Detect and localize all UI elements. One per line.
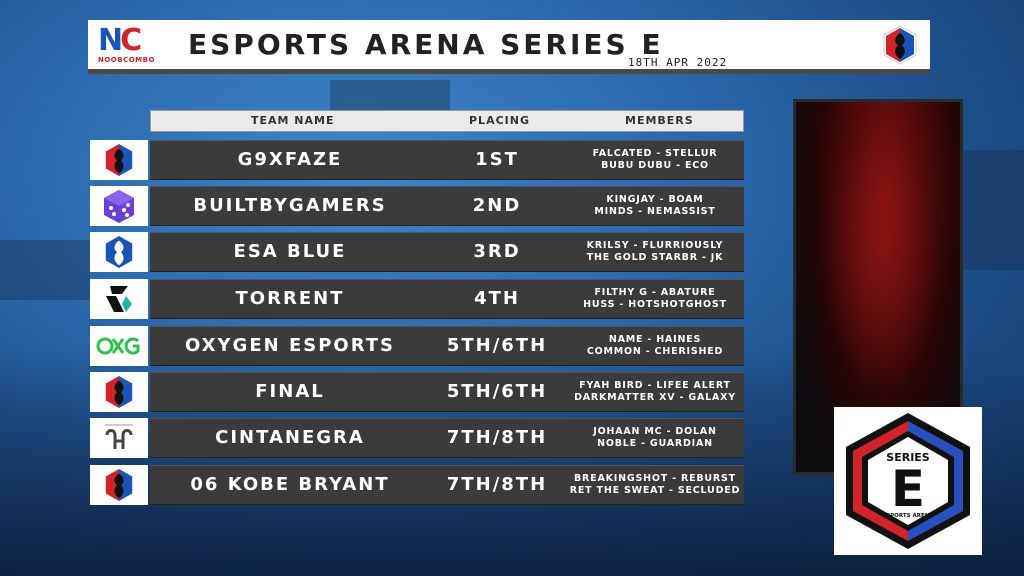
team-logo bbox=[90, 279, 148, 319]
team-name: G9XFAZE bbox=[237, 149, 343, 170]
col-placing: PLACING bbox=[469, 114, 530, 127]
team-logo bbox=[90, 465, 148, 505]
team-members: NAME - HAINES COMMON - CHERISHED bbox=[586, 334, 724, 357]
team-name: TORRENT bbox=[235, 288, 345, 309]
series-e-logo: SERIES E ESPORTS ARENA bbox=[834, 407, 982, 555]
esa-red-blue-icon bbox=[105, 468, 133, 502]
team-placing: 7TH/8TH bbox=[446, 427, 548, 448]
table-row: FINAL 5TH/6TH FYAH BIRD - LIFEE ALERT DAR… bbox=[90, 372, 744, 412]
team-logo bbox=[90, 186, 148, 226]
team-placing: 2ND bbox=[472, 195, 522, 216]
table-row: 06 KOBE BRYANT 7TH/8TH BREAKINGSHOT - RE… bbox=[90, 465, 744, 505]
esa-logo-icon bbox=[883, 25, 917, 65]
team-placing: 7TH/8TH bbox=[446, 474, 548, 495]
team-members: FALCATED - STELLUR BUBU DUBU - ECO bbox=[592, 148, 718, 171]
team-placing: 5TH/6TH bbox=[446, 381, 548, 402]
series-e-hexagon-icon: SERIES E ESPORTS ARENA bbox=[846, 413, 970, 549]
svg-text:ESPORTS ARENA: ESPORTS ARENA bbox=[882, 513, 934, 519]
team-name: OXYGEN ESPORTS bbox=[184, 335, 396, 356]
team-name: FINAL bbox=[255, 381, 325, 402]
table-row: TORRENT 4TH FILTHY G - ABATURE HUSS - HOT… bbox=[90, 279, 744, 319]
torrent-icon bbox=[106, 286, 132, 312]
team-name: 06 KOBE BRYANT bbox=[190, 474, 390, 495]
noobcombo-logo: NC NOOBCOMBO bbox=[98, 23, 155, 65]
table-row: ESA BLUE 3RD KRILSY - FLURRIOUSLY THE GOL… bbox=[90, 232, 744, 272]
team-placing: 4TH bbox=[474, 288, 520, 309]
table-row: BUILTBYGAMERS 2ND KINGJAY - BOAM MINDS - … bbox=[90, 186, 744, 226]
team-members: JOHAAN MC - DOLAN NOBLE - GUARDIAN bbox=[593, 426, 717, 449]
col-members: MEMBERS bbox=[625, 114, 694, 127]
team-logo bbox=[90, 372, 148, 412]
purple-dice-icon bbox=[104, 190, 134, 223]
esa-red-blue-icon bbox=[105, 375, 133, 409]
svg-text:SERIES: SERIES bbox=[886, 451, 930, 464]
team-members: FILTHY G - ABATURE HUSS - HOTSHOTGHOST bbox=[583, 287, 727, 310]
team-members: KINGJAY - BOAM MINDS - NEMASSIST bbox=[594, 194, 716, 217]
esa-red-blue-icon bbox=[105, 143, 133, 177]
esa-blue-icon bbox=[105, 235, 133, 269]
team-name: BUILTBYGAMERS bbox=[193, 195, 387, 216]
svg-text:E: E bbox=[891, 460, 925, 518]
page-title: ESPORTS ARENA SERIES E bbox=[188, 28, 664, 61]
team-logo bbox=[90, 140, 148, 180]
team-name: CINTANEGRA bbox=[215, 427, 365, 448]
team-members: KRILSY - FLURRIOUSLY THE GOLD STARBR - JK bbox=[586, 240, 724, 263]
table-header: TEAM NAME PLACING MEMBERS bbox=[150, 110, 744, 132]
team-members: FYAH BIRD - LIFEE ALERT DARKMATTER XV - G… bbox=[574, 380, 736, 403]
noobcombo-logo-text: NOOBCOMBO bbox=[98, 56, 155, 64]
table-row: OXYGEN ESPORTS 5TH/6TH NAME - HAINES COMM… bbox=[90, 326, 744, 366]
team-members: BREAKINGSHOT - REBURST RET THE SWEAT - SE… bbox=[569, 473, 741, 496]
oxg-icon bbox=[96, 337, 140, 355]
col-team-name: TEAM NAME bbox=[251, 114, 335, 127]
team-name: ESA BLUE bbox=[233, 241, 347, 262]
table-row: G9XFAZE 1ST FALCATED - STELLUR BUBU DUBU … bbox=[90, 140, 744, 180]
team-logo bbox=[90, 232, 148, 272]
team-placing: 3RD bbox=[473, 241, 521, 262]
table-row: CINTANEGRA 7TH/8TH JOHAAN MC - DOLAN NOBL… bbox=[90, 418, 744, 458]
header-banner: NC NOOBCOMBO ESPORTS ARENA SERIES E 18TH… bbox=[88, 20, 930, 74]
team-placing: 1ST bbox=[475, 149, 519, 170]
cintanegra-icon bbox=[105, 424, 133, 449]
team-placing: 5TH/6TH bbox=[446, 335, 548, 356]
team-logo bbox=[90, 326, 148, 366]
event-date: 18TH APR 2022 bbox=[628, 56, 728, 69]
team-logo bbox=[90, 418, 148, 458]
